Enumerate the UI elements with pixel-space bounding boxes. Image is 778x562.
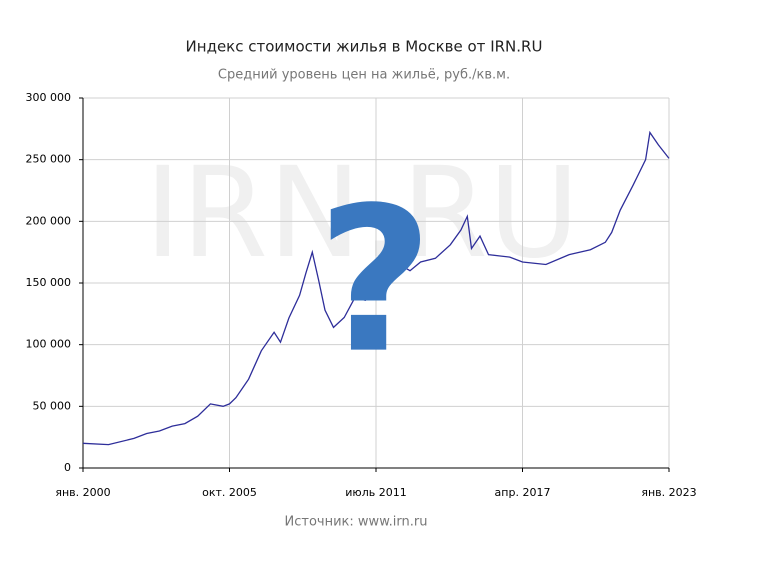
overlay-symbol: ? xyxy=(317,165,433,398)
watermark: IRN.RU xyxy=(144,141,579,286)
y-tick-label: 50 000 xyxy=(33,399,72,412)
y-tick-label: 100 000 xyxy=(26,338,72,351)
y-tick-label: 0 xyxy=(64,461,71,474)
chart-subtitle: Средний уровень цен на жильё, руб./кв.м. xyxy=(218,68,510,83)
y-tick-label: 300 000 xyxy=(26,91,72,104)
source: Источник: www.irn.ru xyxy=(285,515,428,530)
y-tick-label: 250 000 xyxy=(26,153,72,166)
x-tick-label: июль 2011 xyxy=(345,486,406,499)
chart-title: Индекс стоимости жилья в Москве от IRN.R… xyxy=(186,38,543,56)
y-tick-label: 200 000 xyxy=(26,214,72,227)
x-tick-label: янв. 2023 xyxy=(641,486,696,499)
y-tick-label: 150 000 xyxy=(26,276,72,289)
x-tick-label: апр. 2017 xyxy=(495,486,551,499)
x-tick-label: окт. 2005 xyxy=(202,486,257,499)
line-series xyxy=(82,130,670,446)
x-tick-label: янв. 2000 xyxy=(55,486,110,499)
